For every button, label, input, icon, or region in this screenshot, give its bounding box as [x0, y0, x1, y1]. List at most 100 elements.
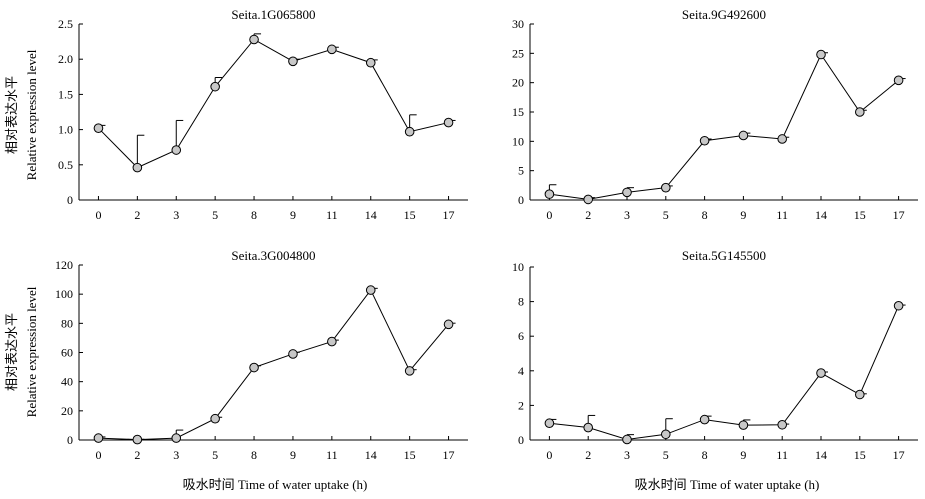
data-point	[93, 123, 104, 133]
y-tick-label: 8	[518, 295, 524, 309]
chart-panels: Seita.1G065800 0 0.5 1.0 1.5 2.0 2.5 0 2 3 5 8 9 11 14…	[55, 7, 918, 462]
x-tick-label: 11	[326, 208, 338, 222]
x-tick-label: 2	[585, 448, 591, 462]
y-tick-label: 1.0	[58, 123, 73, 137]
data-point	[816, 368, 826, 378]
y-tick-label: 120	[55, 258, 73, 272]
x-tick-label: 8	[251, 448, 257, 462]
x-tick-label: 17	[893, 448, 905, 462]
y-tick-label: 10	[512, 260, 524, 274]
data-point	[622, 187, 632, 198]
y-tick-label: 80	[61, 316, 73, 330]
x-tick-label: 3	[624, 208, 630, 222]
y-tick-label: 2	[518, 398, 524, 412]
x-tick-label: 11	[776, 448, 788, 462]
y-tick-label: 20	[61, 404, 73, 418]
data-point	[738, 130, 749, 141]
x-tick-label: 5	[663, 208, 669, 222]
series-line	[549, 305, 900, 440]
x-tick-label: 3	[173, 208, 179, 222]
x-tick-label: 2	[585, 208, 591, 222]
x-tick-label: 15	[404, 448, 416, 462]
data-point	[583, 422, 594, 433]
y-tick-label: 4	[518, 364, 524, 378]
x-tick-label: 14	[815, 448, 827, 462]
y-tick-label: 25	[512, 46, 524, 60]
chart-title: Seita.1G065800	[231, 7, 315, 22]
data-point	[622, 434, 632, 445]
chart-title: Seita.3G004800	[231, 248, 315, 263]
data-point	[777, 134, 788, 144]
y-tick-label: 2.5	[58, 17, 73, 31]
data-point	[365, 57, 376, 68]
x-tick-label: 2	[134, 448, 140, 462]
x-tick-label: 5	[212, 448, 218, 462]
data-point	[661, 429, 671, 440]
x-tick-label: 0	[95, 448, 101, 462]
data-point	[327, 336, 337, 347]
data-point	[93, 433, 104, 443]
x-tick-label: 3	[173, 448, 179, 462]
data-point	[249, 34, 259, 45]
ylabel-cn-bottom: 相对表达水平	[4, 313, 19, 391]
x-tick-label: 0	[95, 208, 101, 222]
x-tick-label: 5	[663, 448, 669, 462]
y-tick-label: 15	[512, 105, 524, 119]
data-point	[738, 420, 749, 430]
x-tick-label: 14	[365, 448, 377, 462]
x-tick-label: 14	[365, 208, 377, 222]
ylabel-en-top: Relative expression level	[24, 49, 39, 180]
data-point	[288, 56, 298, 67]
y-tick-label: 0	[67, 193, 73, 207]
y-tick-label: 5	[518, 164, 524, 178]
y-tick-label: 1.5	[58, 87, 73, 101]
data-point	[210, 81, 220, 92]
data-point	[893, 75, 904, 86]
y-tick-label: 6	[518, 329, 524, 343]
data-point	[855, 389, 865, 400]
y-tick-label: 2.0	[58, 52, 73, 66]
x-tick-label: 11	[776, 208, 788, 222]
y-tick-label: 30	[512, 17, 524, 31]
series-line	[98, 289, 449, 441]
x-tick-label: 9	[290, 208, 296, 222]
y-tick-label: 10	[512, 134, 524, 148]
x-tick-label: 15	[854, 208, 866, 222]
chart-panel-4: Seita.5G145500 0 2 4 6 8 10 0 2 3 5 8 9 11 14 15 17	[512, 248, 918, 462]
x-tick-label: 5	[212, 208, 218, 222]
x-tick-label: 8	[702, 208, 708, 222]
chart-panel-2: Seita.9G492600 0 5 10 15 20 25 30 0 2 3 5 8 9 11 14 15 17	[512, 7, 918, 222]
data-point	[661, 182, 671, 193]
series-line	[98, 38, 449, 169]
x-tick-label: 15	[854, 448, 866, 462]
y-tick-label: 0	[67, 433, 73, 447]
x-tick-label: 2	[134, 208, 140, 222]
x-tick-label: 3	[624, 448, 630, 462]
y-tick-label: 20	[512, 76, 524, 90]
data-point	[132, 162, 143, 173]
data-point	[404, 366, 415, 376]
data-point	[443, 117, 454, 128]
y-tick-label: 40	[61, 375, 73, 389]
x-tick-label: 17	[893, 208, 905, 222]
x-tick-label: 9	[740, 448, 746, 462]
x-tick-label: 17	[443, 448, 455, 462]
x-tick-label: 8	[251, 208, 257, 222]
data-point	[893, 300, 904, 311]
x-tick-label: 9	[290, 448, 296, 462]
x-tick-label: 0	[546, 208, 552, 222]
x-tick-label: 9	[740, 208, 746, 222]
data-point	[327, 44, 337, 55]
ylabel-en-bottom: Relative expression level	[24, 286, 39, 417]
data-point	[365, 285, 376, 295]
data-point	[443, 319, 454, 330]
y-tick-label: 0	[518, 193, 524, 207]
ylabel-cn-top: 相对表达水平	[4, 76, 19, 154]
data-point	[171, 145, 182, 155]
data-point	[544, 418, 555, 429]
y-tick-label: 0	[518, 433, 524, 447]
xlabel-left: 吸水时间 Time of water uptake (h)	[183, 477, 368, 492]
x-tick-label: 15	[404, 208, 416, 222]
data-point	[171, 433, 182, 443]
